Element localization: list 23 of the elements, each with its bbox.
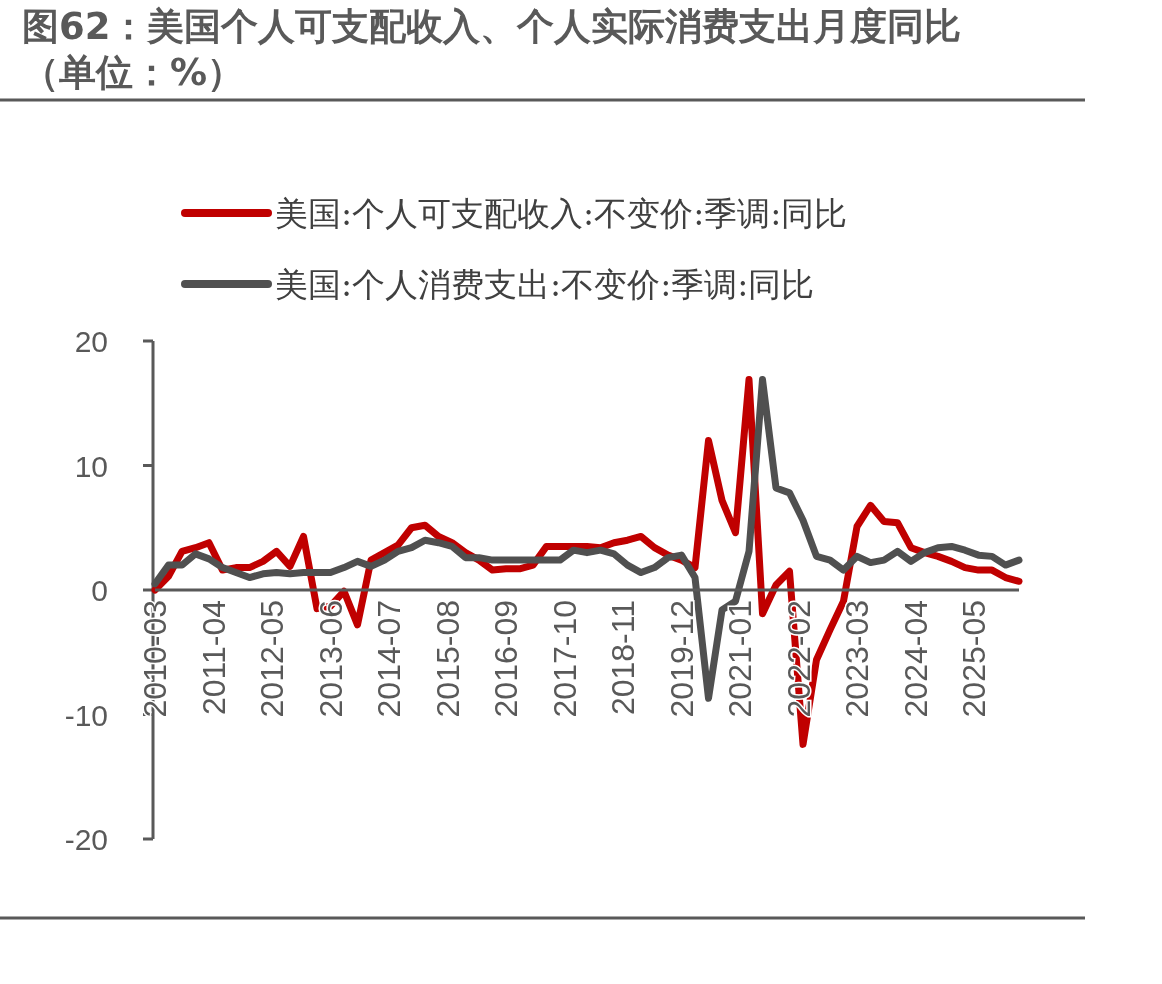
x-tick-label: 2021-01 [722,600,758,718]
x-tick-label: 2018-11 [605,600,641,716]
x-tick-label: 2025-05 [956,600,992,718]
x-tick-label: 2017-10 [546,600,583,718]
x-tick-label: 2014-07 [371,600,407,718]
y-tick-label: -10 [64,698,108,732]
x-tick-label: 2019-12 [663,600,700,718]
x-tick-label: 2016-09 [488,600,524,718]
x-tick-label: 2011-04 [195,600,232,716]
y-tick-label: -20 [64,823,108,856]
legend-label: 美国:个人可支配收入:不变价:季调:同比 [275,194,848,233]
x-tick-label: 2013-06 [312,600,349,718]
x-tick-label: 2022-02 [780,600,817,718]
x-tick-label: 2024-04 [897,600,934,718]
chart-title: 图62：美国个人可支配收入、个人实际消费支出月度同比（单位：%） [22,4,963,96]
x-tick-label: 2010-03 [137,600,173,718]
legend-label: 美国:个人消费支出:不变价:季调:同比 [275,265,815,304]
y-tick-label: 0 [91,574,108,607]
x-tick-label: 2012-05 [254,600,290,718]
y-tick-label: 20 [74,325,108,358]
x-tick-label: 2023-03 [839,600,875,718]
y-tick-label: 10 [74,449,108,483]
x-tick-label: 2015-08 [429,600,466,718]
